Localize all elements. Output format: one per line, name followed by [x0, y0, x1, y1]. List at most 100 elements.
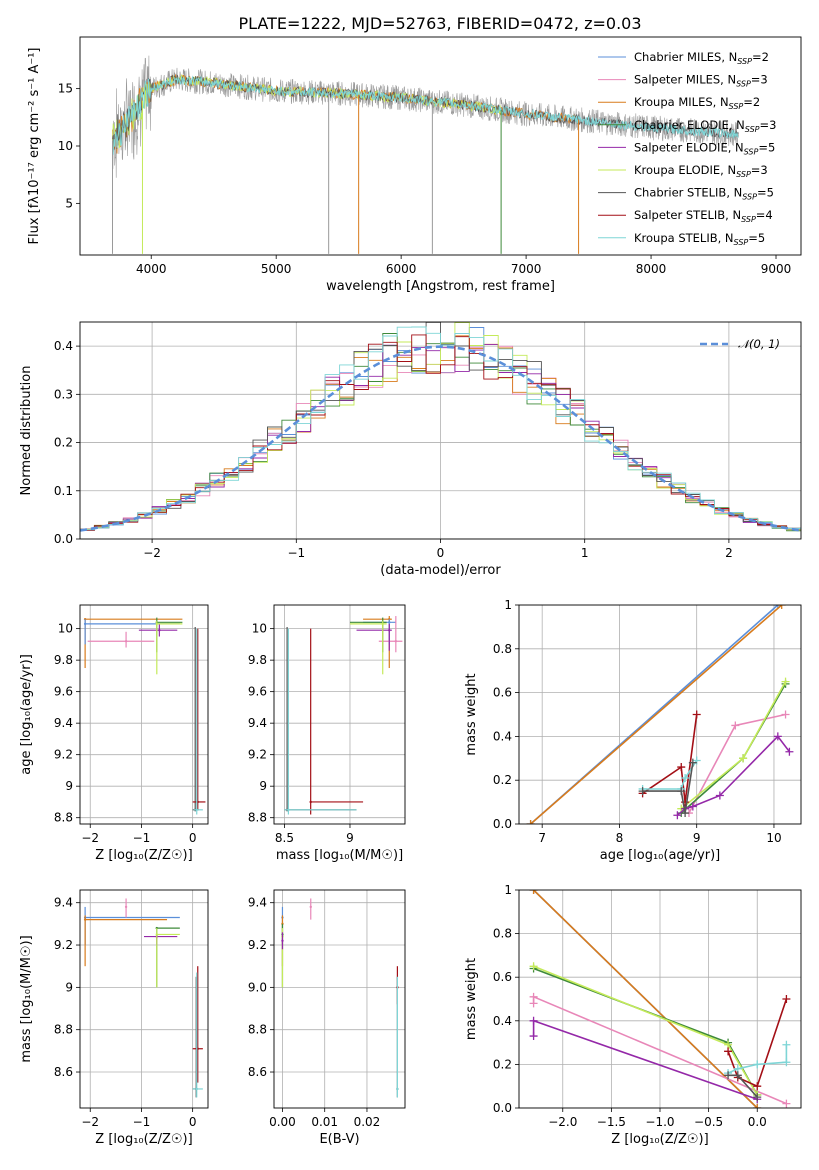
- axes-frame: [79, 321, 802, 540]
- x-tick-label: −1.5: [597, 1115, 626, 1129]
- legend-sub: SSP: [741, 215, 756, 224]
- legend-label-normal: 𝒩(0, 1): [738, 337, 780, 351]
- axes-age_vs_mass: 8.5 9 8.8 9 9.2 9.4 9.6 9.8 10 mass [log₁₀(M/M☉)]: [248, 604, 406, 863]
- series-marker-salpeter_elodie: [688, 802, 697, 811]
- legend-label-kroupa_elodie: Kroupa ELODIE, NSSP=3: [634, 163, 768, 179]
- series-marker-kroupa_stelib: [681, 774, 690, 783]
- y-tick-label: 9.2: [248, 748, 267, 762]
- y-tick-label: 5: [65, 196, 73, 210]
- x-axis-label: wavelength [Angstrom, rest frame]: [326, 279, 555, 294]
- point-salpeter_elodie: [158, 629, 161, 632]
- legend-sub: SSP: [729, 102, 744, 111]
- series-line-kroupa_miles: [530, 605, 783, 824]
- series-marker-kroupa_elodie: [529, 962, 538, 971]
- series-marker-kroupa_elodie: [781, 677, 790, 686]
- plot-area-mass_vs_ebv: [274, 890, 405, 1108]
- y-tick-label: 9.4: [248, 896, 267, 910]
- legend-tail: =2: [743, 95, 760, 109]
- x-tick-label: 8000: [636, 262, 667, 276]
- y-axis-label: age [log₁₀(age/yr)]: [19, 654, 34, 775]
- y-tick-label: 9.4: [54, 896, 73, 910]
- y-tick-label: 0.6: [493, 970, 512, 984]
- point-kroupa_miles: [83, 918, 87, 921]
- plot-area-mass_vs_Z: [80, 890, 208, 1108]
- series-marker-chabrier_stelib: [677, 787, 686, 796]
- y-tick-label: 8.8: [54, 811, 73, 825]
- axes-mass_vs_Z: −2 −1 0 8.6 8.8 9 9.2 9.4 Z [log₁₀(Z/Z☉)] mass [l…: [19, 889, 209, 1147]
- x-tick-label: 0.01: [311, 1115, 338, 1129]
- x-tick-label: 0: [437, 546, 445, 560]
- legend-label-salpeter_stelib: Salpeter STELIB, NSSP=4: [634, 208, 773, 224]
- y-tick-label: 8.6: [248, 1065, 267, 1079]
- series-marker-chabrier_stelib: [733, 1071, 742, 1080]
- series-marker-salpeter_miles: [781, 710, 790, 719]
- y-tick-label: 0.4: [493, 729, 512, 743]
- errorbar-chabrier_miles: [363, 619, 396, 645]
- y-tick-label: 0.0: [54, 532, 73, 546]
- legend-label-salpeter_elodie: Salpeter ELODIE, NSSP=5: [634, 140, 775, 156]
- legend-text: Chabrier MILES, N: [634, 50, 737, 64]
- x-tick-label: −2: [143, 546, 161, 560]
- legend-label-chabrier_miles: Chabrier MILES, NSSP=2: [634, 50, 769, 66]
- y-axis-label: Normed distribution: [19, 366, 34, 496]
- figure-title: PLATE=1222, MJD=52763, FIBERID=0472, z=0…: [238, 14, 641, 33]
- point-kroupa_stelib: [195, 808, 198, 812]
- series-marker-chabrier_stelib: [753, 1093, 762, 1102]
- series-marker-kroupa_miles: [526, 820, 535, 824]
- errorbar-chabrier_miles: [83, 906, 180, 946]
- legend-tail: =2: [752, 50, 769, 64]
- errorbar-salpeter_elodie: [144, 934, 178, 946]
- series-marker-salpeter_elodie: [773, 732, 782, 741]
- y-tick-label: 9.2: [54, 938, 73, 952]
- axes-frame: [79, 36, 802, 256]
- legend-text: Salpeter MILES, N: [634, 73, 736, 87]
- errorbar-salpeter_stelib: [192, 966, 203, 1083]
- x-axis-label: age [log₁₀(age/yr)]: [600, 848, 721, 863]
- legend-text: Kroupa ELODIE, N: [634, 163, 736, 177]
- x-axis-label: E(B-V): [319, 1132, 359, 1147]
- histogram-kroupa_elodie: [80, 322, 801, 531]
- legend-text: Chabrier ELODIE, N: [634, 118, 745, 132]
- y-tick-label: 0.0: [493, 817, 512, 831]
- series-marker-chabrier_stelib: [638, 787, 647, 796]
- y-tick-label: 10: [58, 622, 73, 636]
- legend-tail: =3: [760, 118, 777, 132]
- plot-area-age_vs_mass: [274, 605, 405, 824]
- errorbar-kroupa_stelib: [193, 628, 203, 815]
- y-tick-label: 8.8: [248, 1023, 267, 1037]
- errorbar-salpeter_elodie: [356, 623, 392, 651]
- series-marker-salpeter_stelib: [692, 710, 701, 719]
- y-tick-label: 8.8: [54, 1023, 73, 1037]
- point-salpeter_miles: [124, 905, 128, 909]
- series-marker-salpeter_miles: [529, 992, 538, 1001]
- legend-sub: SSP: [744, 147, 759, 156]
- x-tick-label: −0.5: [694, 1115, 723, 1129]
- axes-frame: [518, 604, 802, 825]
- series-marker-salpeter_stelib: [677, 763, 686, 772]
- point-chabrier_miles: [388, 621, 391, 624]
- plot-area-residuals: [80, 322, 801, 539]
- y-tick-label: 0.2: [54, 436, 73, 450]
- legend-label-chabrier_stelib: Chabrier STELIB, NSSP=5: [634, 186, 774, 202]
- y-tick-label: 0.0: [493, 1101, 512, 1115]
- legend-tail: =3: [751, 73, 768, 87]
- errorbar-kroupa_miles: [83, 915, 168, 967]
- plot-area-weight_vs_Z: [519, 890, 801, 1108]
- axes-residuals: −2 −1 0 1 2 0.0 0.1 0.2 0.3 0.4 (data-model)/error…: [19, 321, 802, 578]
- axes-frame: [79, 604, 209, 825]
- axes-spectrum: 4000 5000 6000 7000 8000 9000 5 10 15 wavelength …: [27, 36, 802, 294]
- y-tick-label: 9: [259, 779, 267, 793]
- axes-frame: [273, 889, 406, 1109]
- x-tick-label: 2: [725, 546, 733, 560]
- point-kroupa_elodie: [155, 933, 158, 936]
- y-axis-label: mass weight: [464, 673, 479, 755]
- y-tick-label: 0.8: [493, 927, 512, 941]
- series-marker-chabrier_stelib: [724, 1071, 733, 1080]
- y-tick-label: 10: [58, 139, 73, 153]
- y-tick-label: 9.2: [248, 938, 267, 952]
- series-line-kroupa_stelib: [642, 760, 698, 790]
- errorbar-kroupa_elodie: [155, 928, 180, 988]
- series-marker-kroupa_stelib: [753, 1060, 762, 1069]
- point-salpeter_miles: [309, 905, 312, 909]
